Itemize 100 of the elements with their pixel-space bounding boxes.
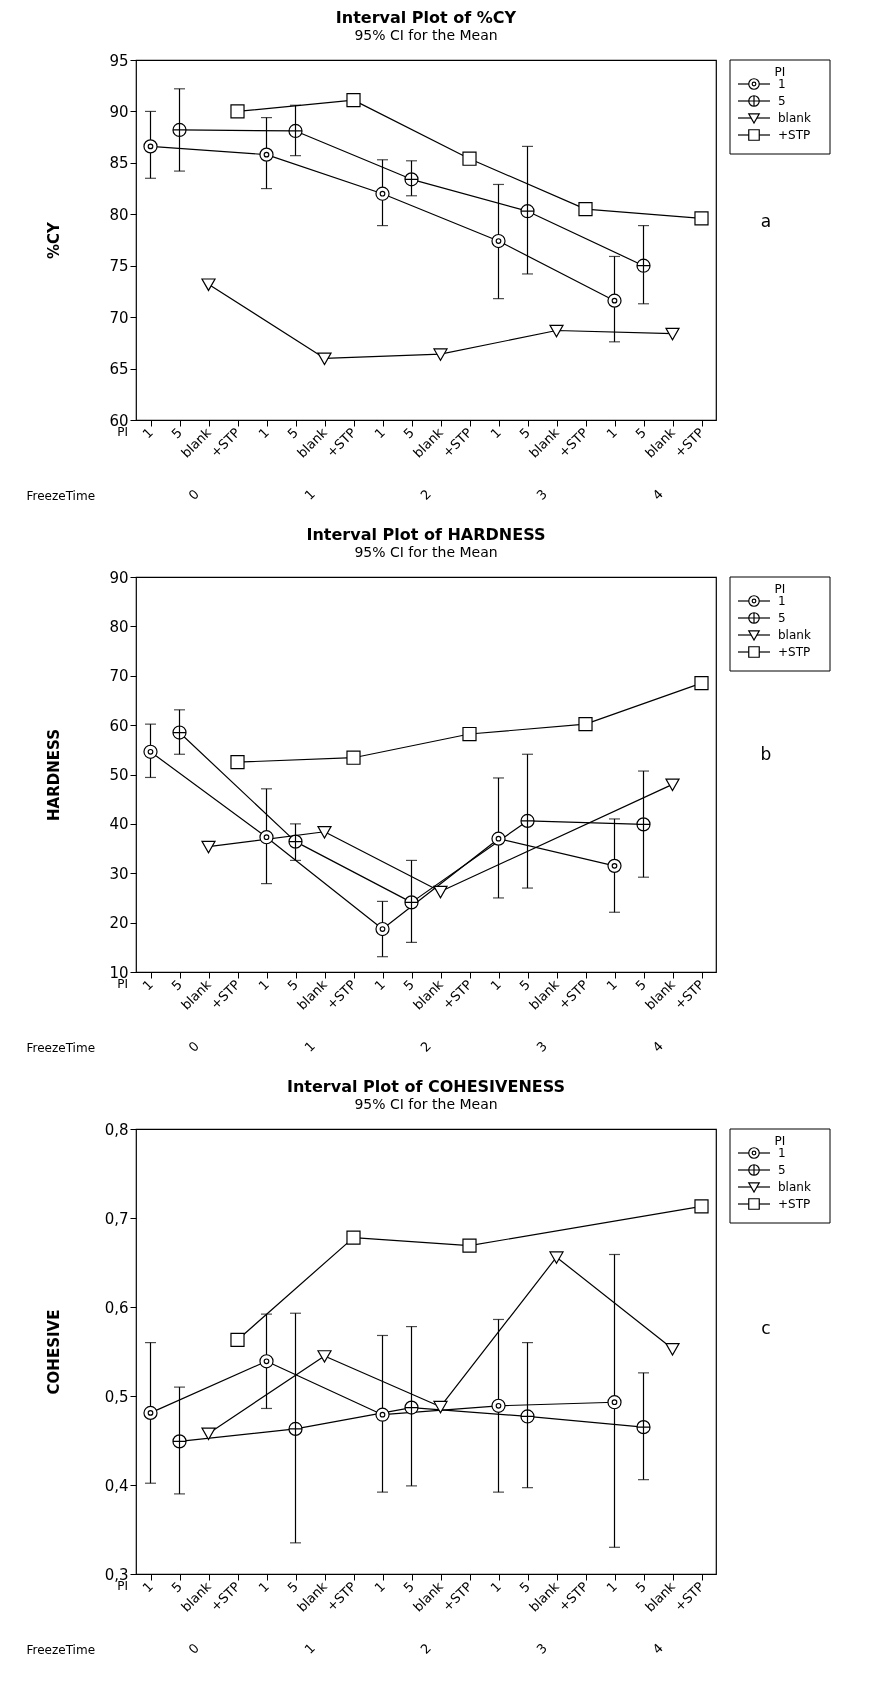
point [404, 1400, 419, 1415]
point [462, 1238, 477, 1253]
x-tick-label: 1 [255, 1578, 272, 1596]
text: 0 [185, 1640, 202, 1657]
x-tick-label: 1 [139, 976, 156, 994]
point [346, 93, 361, 108]
text: b [760, 743, 772, 764]
point [694, 211, 709, 226]
chart-title: Interval Plot of %CY [335, 8, 517, 27]
point [346, 750, 361, 765]
x-tick-label: 1 [603, 976, 620, 994]
point [462, 726, 477, 742]
chart-subtitle: 95% CI for the Mean [354, 544, 498, 560]
text: 1 [301, 1640, 318, 1657]
point [462, 151, 477, 166]
x-tick-label: 1 [255, 976, 272, 994]
legend-label: blank [778, 111, 811, 125]
text: 2 [417, 1640, 434, 1657]
point [230, 1332, 245, 1348]
text: 1 [301, 486, 318, 503]
legend-label: 5 [778, 94, 786, 108]
legend-label: 5 [778, 611, 786, 625]
x-tick-label: 5 [400, 1578, 417, 1596]
point [520, 204, 535, 219]
x-tick-label: 1 [603, 424, 620, 442]
x-tick-label: 5 [168, 1578, 185, 1596]
point [694, 1199, 709, 1214]
y-axis-title: COHESIVE [44, 1309, 63, 1395]
x-tick-label: 5 [168, 424, 185, 442]
y-tick-label: 0,8 [104, 1120, 129, 1139]
x-tick-label: 1 [487, 976, 504, 994]
point [288, 1421, 303, 1437]
point [433, 1400, 448, 1414]
point [694, 676, 709, 691]
x-tick-label: 5 [516, 424, 533, 442]
text: PI [117, 1579, 128, 1593]
text: 2 [417, 1038, 434, 1055]
y-tick-label: 85 [109, 154, 129, 173]
y-tick-label: 95 [109, 51, 129, 70]
point [230, 104, 245, 119]
legend-label: +STP [778, 645, 811, 659]
y-tick-label: 50 [109, 766, 129, 784]
chart-title: Interval Plot of HARDNESS [306, 525, 546, 544]
x-tick-label: 5 [400, 424, 417, 442]
y-tick-label: 20 [109, 914, 129, 933]
point [665, 1343, 680, 1356]
x-tick-label: 1 [371, 1578, 388, 1596]
text: 4 [649, 1038, 666, 1055]
legend-label: 5 [778, 1163, 786, 1177]
point [578, 717, 593, 732]
y-tick-label: 0,5 [104, 1387, 129, 1406]
point [520, 813, 535, 829]
text: 4 [649, 1640, 666, 1657]
y-tick-label: 90 [109, 102, 129, 121]
chart-subtitle: 95% CI for the Mean [354, 1096, 498, 1112]
point [665, 327, 680, 341]
y-tick-label: 80 [109, 205, 129, 224]
legend-label: +STP [778, 128, 811, 142]
point [288, 123, 303, 139]
legend-title: PI [774, 65, 786, 79]
point [346, 1230, 361, 1245]
text: 3 [533, 486, 550, 503]
text: 1 [301, 1038, 318, 1055]
y-axis-title: %CY [44, 220, 63, 259]
x-axis-title: FreezeTime [26, 1642, 96, 1657]
text: 0 [185, 486, 202, 503]
y-tick-label: 60 [109, 716, 129, 735]
point [317, 352, 332, 366]
x-axis-title: FreezeTime [26, 488, 96, 503]
legend-label: 1 [778, 594, 786, 608]
legend-title: PI [774, 582, 786, 596]
point [549, 1251, 564, 1264]
x-tick-label: 5 [168, 976, 185, 994]
point [172, 1434, 187, 1449]
text: a [760, 211, 772, 231]
legend-title: PI [774, 1134, 786, 1148]
point [201, 1427, 216, 1441]
x-tick-label: 5 [516, 976, 533, 994]
point [520, 1409, 535, 1424]
x-tick-label: 1 [371, 424, 388, 442]
point [578, 202, 593, 217]
y-tick-label: 30 [109, 864, 129, 883]
x-tick-label: 5 [284, 976, 301, 994]
point [636, 258, 651, 273]
x-tick-label: 5 [632, 1578, 649, 1596]
y-tick-label: 70 [109, 667, 129, 686]
point [549, 324, 564, 338]
chart-subtitle: 95% CI for the Mean [354, 27, 498, 43]
point [317, 825, 332, 839]
y-tick-label: 65 [109, 360, 129, 379]
x-tick-label: 5 [400, 976, 417, 994]
text: 4 [649, 486, 666, 503]
y-tick-label: 0,4 [104, 1476, 129, 1495]
x-tick-label: 1 [139, 424, 156, 442]
legend-label: 1 [778, 77, 786, 91]
legend-label: 1 [778, 1146, 786, 1160]
text: c [761, 1318, 771, 1339]
x-tick-label: 1 [139, 1578, 156, 1596]
chart-title: Interval Plot of COHESIVENESS [286, 1077, 566, 1096]
x-tick-label: 1 [603, 1578, 620, 1596]
